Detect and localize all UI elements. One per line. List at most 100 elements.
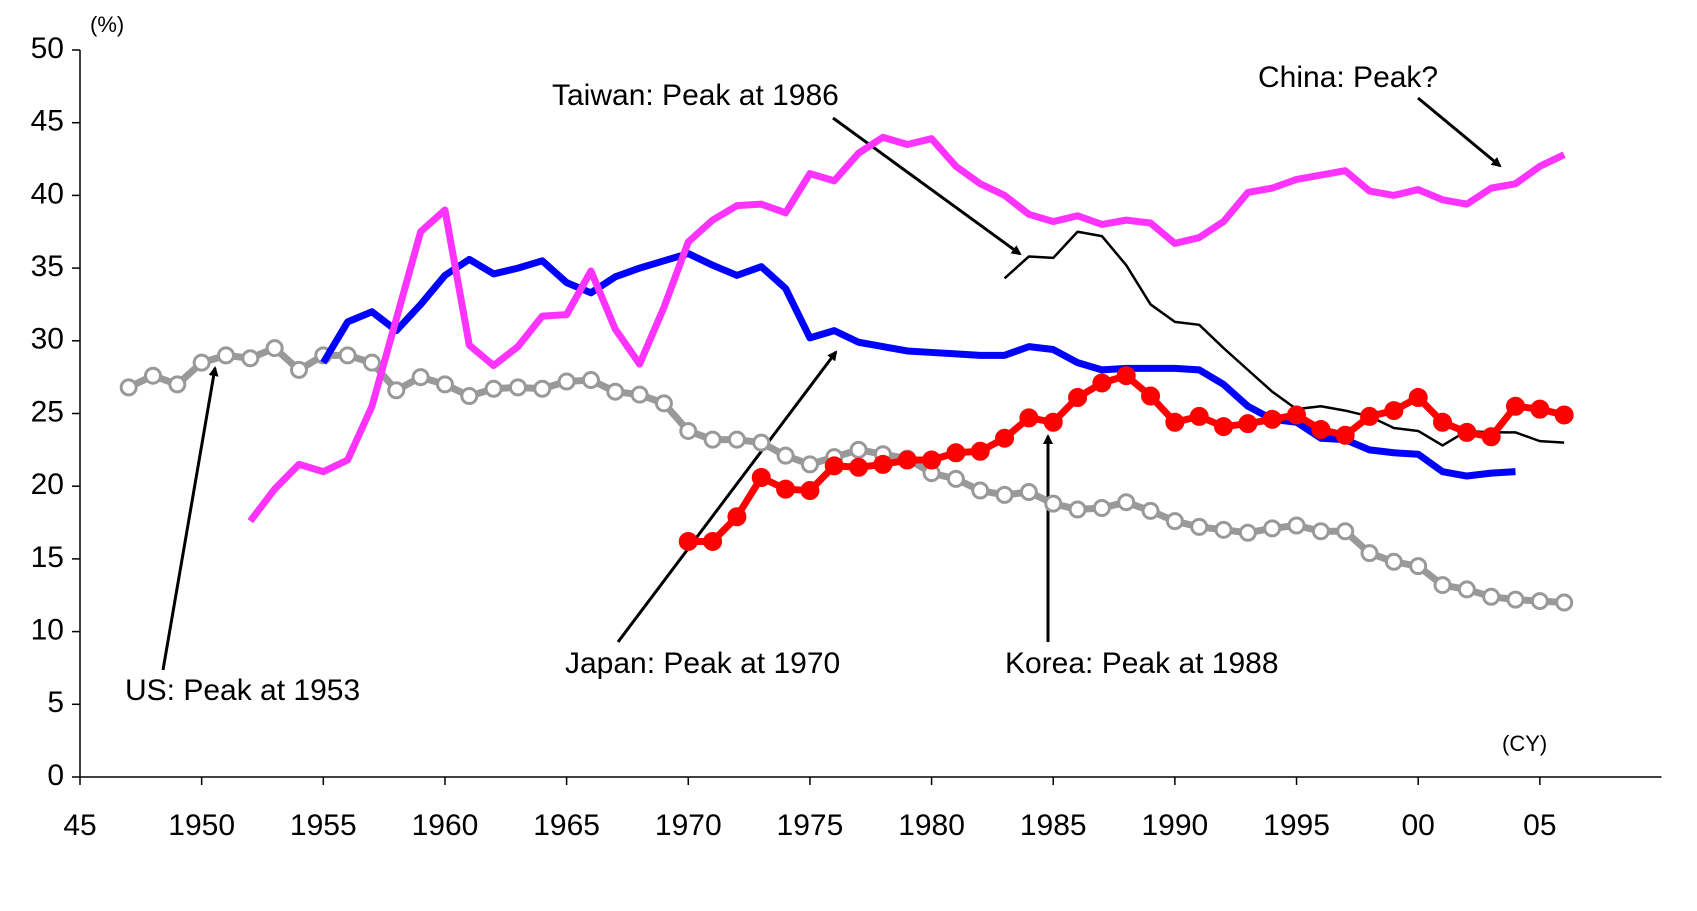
- point: [484, 379, 503, 398]
- point: [1092, 373, 1112, 393]
- point: [1214, 520, 1233, 539]
- point: [703, 430, 722, 449]
- point: [1530, 399, 1550, 419]
- point: [1092, 499, 1111, 518]
- series-line: [320, 250, 1516, 480]
- annotation: China: Peak?: [1258, 61, 1438, 94]
- point: [435, 375, 454, 394]
- x-tick-label: 1950: [168, 809, 235, 842]
- point: [1360, 544, 1379, 563]
- point: [849, 440, 868, 459]
- point: [241, 349, 260, 368]
- point: [751, 467, 771, 487]
- point: [1043, 412, 1063, 432]
- y-tick-label: 20: [31, 468, 64, 501]
- point: [1433, 412, 1453, 432]
- point: [1360, 406, 1380, 426]
- point: [362, 353, 381, 372]
- point: [971, 481, 990, 500]
- point: [411, 368, 430, 387]
- point: [727, 507, 747, 527]
- point: [1482, 587, 1501, 606]
- point: [1506, 396, 1526, 416]
- point: [1530, 592, 1549, 611]
- point: [1019, 483, 1038, 502]
- point: [1116, 366, 1136, 386]
- point: [849, 457, 869, 477]
- point: [1555, 593, 1574, 612]
- x-tick-label: 1980: [898, 809, 965, 842]
- point: [1263, 519, 1282, 538]
- point: [946, 469, 965, 488]
- point: [1214, 417, 1234, 437]
- arrow: [832, 116, 1022, 256]
- point: [508, 378, 527, 397]
- point: [168, 375, 187, 394]
- point: [1554, 405, 1574, 425]
- x-tick-label: 1960: [412, 809, 479, 842]
- x-tick-label: 05: [1523, 809, 1556, 842]
- point: [727, 430, 746, 449]
- point: [143, 366, 162, 385]
- series: [119, 339, 1574, 612]
- arrow: [616, 350, 838, 643]
- point: [1481, 427, 1501, 447]
- y-tick-label: 0: [47, 759, 64, 792]
- point: [1190, 517, 1209, 536]
- point: [1384, 401, 1404, 421]
- point: [1457, 580, 1476, 599]
- series-line: [127, 344, 1565, 607]
- series: [247, 133, 1566, 524]
- point: [1141, 386, 1161, 406]
- point: [1044, 494, 1063, 513]
- point: [1238, 523, 1257, 542]
- point: [1384, 552, 1403, 571]
- arrow: [161, 366, 219, 671]
- point: [1311, 419, 1331, 439]
- point: [1262, 409, 1282, 429]
- y-unit: (%): [90, 12, 124, 37]
- annotation: Taiwan: Peak at 1986: [552, 79, 839, 112]
- x-tick-label: 1965: [533, 809, 600, 842]
- point: [995, 428, 1015, 448]
- point: [970, 441, 990, 461]
- point: [192, 353, 211, 372]
- y-tick-label: 40: [31, 177, 64, 210]
- y-tick-label: 25: [31, 395, 64, 428]
- point: [1068, 388, 1088, 408]
- y-tick-label: 45: [31, 105, 64, 138]
- y-tick-label: 35: [31, 250, 64, 283]
- point: [654, 394, 673, 413]
- point: [922, 450, 942, 470]
- point: [289, 360, 308, 379]
- point: [995, 485, 1014, 504]
- point: [1068, 500, 1087, 519]
- x-tick-label: 1990: [1142, 809, 1209, 842]
- point: [606, 382, 625, 401]
- point: [946, 443, 966, 463]
- point: [897, 450, 917, 470]
- point: [533, 379, 552, 398]
- x-tick-label: 1970: [655, 809, 722, 842]
- x-tick-label: 00: [1402, 809, 1435, 842]
- x-tick-label: 1955: [290, 809, 357, 842]
- point: [776, 446, 795, 465]
- y-tick-label: 15: [31, 541, 64, 574]
- point: [1287, 516, 1306, 535]
- point: [216, 346, 235, 365]
- point: [1287, 405, 1307, 425]
- point: [1335, 425, 1355, 445]
- series: [320, 250, 1516, 480]
- annotation: Korea: Peak at 1988: [1005, 647, 1279, 680]
- point: [557, 372, 576, 391]
- annotation-arrows: [161, 96, 1502, 671]
- point: [265, 339, 284, 358]
- y-tick-label: 10: [31, 614, 64, 647]
- point: [581, 371, 600, 390]
- series-line: [1003, 230, 1565, 447]
- point: [1311, 522, 1330, 541]
- x-tick-label: 45: [63, 809, 96, 842]
- point: [1019, 408, 1039, 428]
- point: [387, 381, 406, 400]
